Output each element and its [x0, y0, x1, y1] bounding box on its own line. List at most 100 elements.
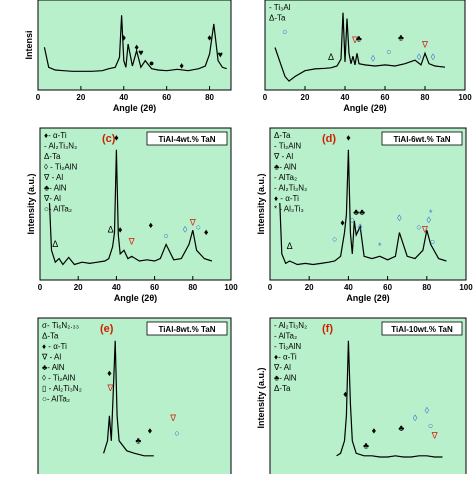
x-tick-label: 40 [344, 283, 353, 292]
panel-label: (e) [100, 323, 114, 335]
x-axis-label: Angle (2θ) [343, 103, 386, 113]
peak-marker: ◊ [425, 405, 430, 415]
plot-area [269, 317, 467, 474]
x-tick-label: 100 [458, 93, 472, 102]
x-tick-label: 80 [188, 283, 197, 292]
peak-marker: ♦ [340, 217, 345, 227]
legend-entry: σ- Ti₆N₂.₃₃ [42, 321, 79, 330]
x-tick-label: 40 [119, 93, 128, 102]
plot-area [269, 127, 467, 281]
plot-area [37, 317, 232, 474]
peak-marker: ♣ [398, 33, 404, 43]
peak-marker: ○ [174, 428, 179, 438]
legend-entry: ♦- α-Ti [44, 131, 67, 140]
peak-marker: Δ [287, 241, 293, 251]
x-tick-label: 60 [381, 93, 390, 102]
peak-marker: * [378, 241, 382, 251]
title-box [146, 321, 228, 336]
x-tick-label: 20 [305, 283, 314, 292]
peak-marker: ○ [196, 222, 201, 232]
peak-marker: ♦ [118, 225, 123, 235]
peak-marker: ♣ [363, 440, 369, 450]
title-box [381, 321, 463, 336]
chart-title: TiAl-10wt.% TaN [391, 325, 453, 334]
peak-marker: ∇ [106, 383, 114, 393]
peak-marker: ◊ [358, 222, 363, 232]
peak-marker: Δ [328, 52, 334, 62]
x-tick-label: 60 [383, 283, 392, 292]
peak-marker: * [429, 208, 433, 218]
legend-entry: ∇- Al [43, 194, 61, 203]
peak-marker: ∇ [351, 35, 359, 45]
legend-entry: - AlTa₂ [274, 173, 297, 182]
peak-marker: ♣ [356, 34, 362, 44]
peak-marker: ◊ [371, 53, 376, 63]
peak-marker: ♦ [207, 33, 212, 43]
peak-marker: ◊ [417, 52, 422, 62]
peak-marker: ♦ [148, 220, 153, 230]
peak-marker: ◊ [397, 213, 402, 223]
peak-marker: ∇ [128, 236, 136, 246]
x-tick-label: 0 [38, 283, 43, 292]
peak-marker: ♣ [353, 207, 359, 217]
peak-marker: ○ [282, 27, 287, 37]
x-tick-label: 0 [36, 93, 41, 102]
panel-label: (d) [322, 133, 336, 145]
legend-entry: Δ-Ta [274, 384, 291, 393]
panel-f: ♦♣♦ ♣◊◊○∇Intensity (a.u.)(f) TiAl-10wt.% T… [238, 311, 473, 474]
panel-e: ♦ ∇ ♣ ♦ ∇ ○ (e) TiAl-8wt.% TaN σ- Ti₆N₂.₃₃ Δ-Ta♦ … [1, 311, 236, 474]
plot-area [39, 127, 232, 281]
legend-entry: Δ-Ta [274, 131, 291, 140]
y-axis-label: Intensi [24, 30, 34, 59]
peak-marker: ● [149, 58, 154, 68]
x-axis-label: Angle (2θ) [114, 293, 157, 303]
x-tick-label: 80 [205, 93, 214, 102]
legend-entry: - Al₂Ti₃N₂ [274, 184, 307, 193]
peak-marker: ○ [163, 231, 168, 241]
peak-marker: ○ [430, 236, 435, 246]
peak-marker: ○ [428, 420, 433, 430]
legend-entry: ∇ - Al [41, 353, 61, 362]
legend-entry: ♦ - α-Ti [274, 194, 299, 203]
peak-marker: ♦ [121, 33, 126, 43]
legend-entry: - Ti₃Al [269, 3, 291, 12]
peak-marker: ♦ [134, 42, 139, 52]
peak-marker: ♦ [114, 132, 119, 142]
peak-marker: ○ [386, 46, 391, 56]
peak-marker: ◊ [183, 225, 188, 235]
peak-marker: ♦ [204, 227, 209, 237]
legend-entry: - Al₂Ti₃N₂ [274, 321, 307, 330]
legend-entry: - AlTa₂ [274, 332, 297, 341]
y-axis-label: Intensity (a.u.) [256, 173, 266, 234]
peak-marker: ∇ [169, 413, 177, 423]
legend-entry: ∇- Al [273, 363, 291, 372]
x-tick-label: 80 [421, 93, 430, 102]
panel-label: (c) [102, 133, 116, 145]
peak-marker: ♦ [372, 425, 377, 435]
legend-entry: ▯ - Al₂Ti₃N₂ [42, 384, 82, 393]
x-tick-label: 0 [268, 283, 273, 292]
y-axis-label: Intensity (a.u.) [256, 367, 266, 428]
x-tick-label: 40 [341, 93, 350, 102]
plot-area [37, 0, 232, 91]
peak-marker: ♥ [138, 47, 143, 57]
xrd-pattern-line [103, 340, 154, 457]
chart-title: TiAl-6wt.% TaN [393, 135, 450, 144]
chart-title: TiAl-8wt.% TaN [158, 325, 215, 334]
x-tick-label: 100 [224, 283, 238, 292]
peak-marker: ♣ [359, 207, 365, 217]
x-tick-label: 60 [162, 93, 171, 102]
x-axis-label: Angle (2θ) [113, 103, 156, 113]
legend-entry: ◊ - Ti₂AlN [42, 374, 76, 383]
peak-marker: ∇ [431, 430, 439, 440]
peak-marker: ◊ [413, 413, 418, 423]
xrd-pattern-line [43, 15, 227, 72]
title-box [146, 131, 228, 146]
peak-marker: ∇ [421, 225, 429, 235]
peak-marker: ○ [350, 215, 355, 225]
